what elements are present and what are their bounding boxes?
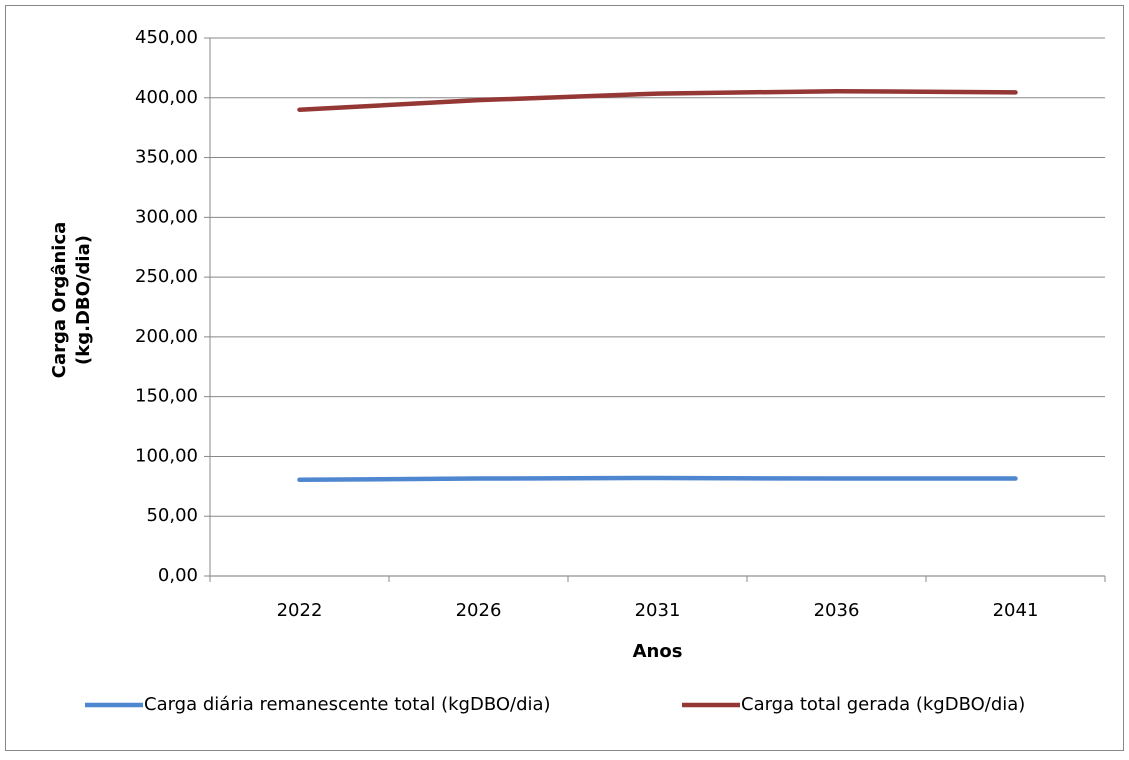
legend-label: Carga diária remanescente total (kgDBO/d… <box>144 694 551 715</box>
x-tick-label: 2031 <box>635 600 681 621</box>
y-tick-label: 50,00 <box>146 505 198 526</box>
y-tick-label: 100,00 <box>135 445 198 466</box>
chart-border <box>5 5 1124 751</box>
y-tick-label: 150,00 <box>135 386 198 407</box>
y-tick-label: 450,00 <box>135 27 198 48</box>
x-tick-label: 2026 <box>456 600 502 621</box>
series-line <box>297 475 1018 483</box>
y-axis-label: (kg.DBO/dia) <box>73 235 94 365</box>
x-tick-label: 2041 <box>993 600 1039 621</box>
x-tick-label: 2022 <box>277 600 323 621</box>
y-tick-label: 300,00 <box>135 206 198 227</box>
y-axis-label: Carga Orgânica <box>49 222 70 379</box>
y-tick-label: 0,00 <box>158 565 198 586</box>
legend-label: Carga total gerada (kgDBO/dia) <box>741 694 1025 715</box>
y-tick-label: 200,00 <box>135 326 198 347</box>
y-tick-label: 350,00 <box>135 147 198 168</box>
y-tick-label: 400,00 <box>135 87 198 108</box>
x-axis-label: Anos <box>633 641 683 662</box>
x-tick-label: 2036 <box>814 600 860 621</box>
y-tick-label: 250,00 <box>135 266 198 287</box>
series-line <box>297 88 1018 112</box>
